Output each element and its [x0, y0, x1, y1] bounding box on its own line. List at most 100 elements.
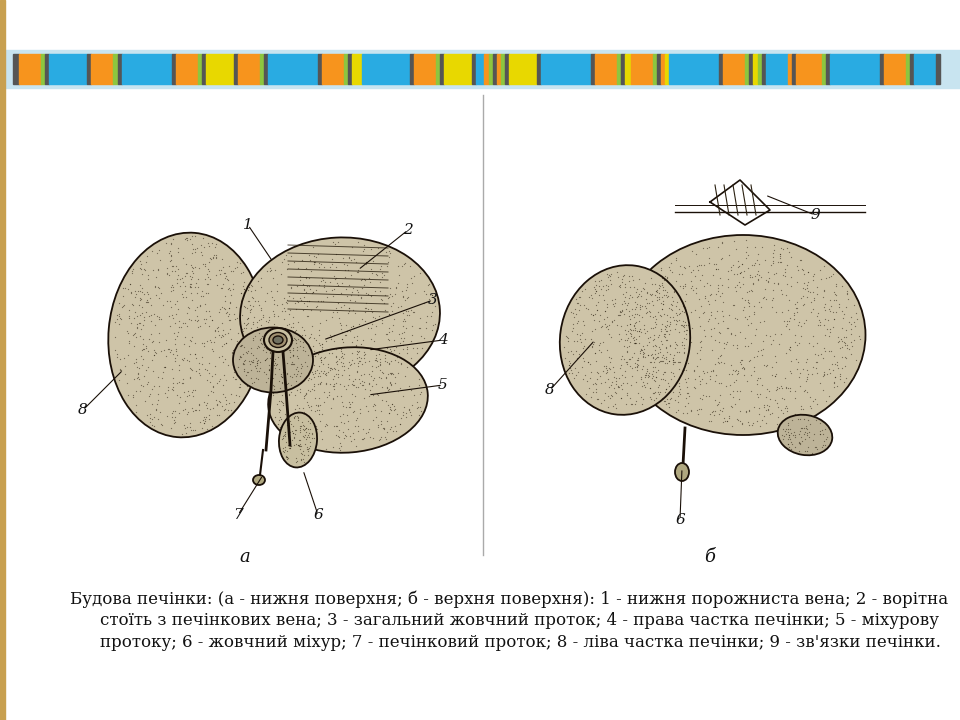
Point [150, 264, 165, 276]
Point [130, 318, 145, 330]
Point [399, 343, 415, 354]
Point [815, 428, 830, 440]
Point [222, 297, 237, 309]
Point [281, 390, 297, 401]
Point [391, 269, 406, 281]
Point [677, 325, 692, 337]
Point [154, 287, 169, 299]
Point [681, 397, 696, 408]
Point [617, 282, 633, 293]
Point [660, 325, 675, 337]
Point [666, 356, 682, 367]
Point [684, 405, 699, 416]
Point [621, 292, 636, 304]
Point [834, 363, 850, 374]
Point [781, 342, 797, 354]
Point [338, 329, 353, 341]
Point [387, 314, 402, 325]
Point [657, 353, 672, 364]
Point [257, 333, 273, 344]
Bar [910, 54, 914, 84]
Point [805, 361, 821, 373]
Point [768, 369, 783, 380]
Point [391, 277, 406, 289]
Point [787, 329, 803, 341]
Point [569, 352, 585, 364]
Point [132, 299, 147, 310]
Point [239, 380, 254, 392]
Point [357, 348, 372, 359]
Point [287, 428, 302, 440]
Point [387, 334, 402, 346]
Point [147, 420, 162, 432]
Point [183, 278, 199, 289]
Point [382, 377, 397, 388]
Point [663, 373, 679, 384]
Point [309, 423, 324, 434]
Point [377, 387, 393, 398]
Point [308, 251, 324, 262]
Bar [884, 54, 906, 84]
Point [280, 416, 296, 428]
Point [673, 388, 688, 400]
Point [244, 338, 259, 350]
Point [283, 331, 299, 343]
Point [276, 445, 291, 456]
Point [295, 341, 310, 352]
Point [652, 379, 667, 391]
Point [329, 390, 345, 402]
Point [152, 380, 167, 392]
Point [244, 365, 259, 377]
Point [335, 336, 350, 348]
Bar [661, 54, 665, 84]
Point [192, 399, 207, 410]
Point [658, 284, 673, 296]
Point [807, 348, 823, 360]
Point [611, 336, 626, 347]
Point [618, 286, 634, 297]
Point [570, 297, 586, 309]
Point [305, 368, 321, 379]
Point [805, 434, 821, 446]
Point [598, 321, 613, 333]
Point [808, 356, 824, 368]
Point [278, 372, 294, 383]
Point [275, 330, 290, 341]
Point [334, 360, 349, 372]
Point [676, 319, 691, 330]
Point [349, 366, 365, 377]
Point [373, 293, 389, 305]
Point [156, 300, 171, 311]
Point [770, 401, 785, 413]
Point [665, 295, 681, 307]
Point [151, 282, 166, 294]
Point [293, 341, 308, 352]
Point [132, 279, 147, 291]
Point [111, 318, 127, 330]
Point [735, 278, 751, 289]
Point [165, 377, 180, 389]
Point [720, 273, 735, 284]
Point [360, 426, 375, 438]
Point [384, 291, 399, 302]
Point [599, 366, 614, 378]
Point [789, 261, 804, 272]
Point [308, 301, 324, 312]
Point [614, 298, 630, 310]
Point [356, 274, 372, 285]
Point [627, 334, 642, 346]
Point [179, 390, 194, 401]
Point [346, 282, 361, 294]
Point [334, 333, 349, 345]
Point [233, 287, 249, 299]
Point [286, 439, 301, 451]
Point [344, 287, 359, 298]
Point [727, 269, 742, 280]
Point [787, 298, 803, 310]
Point [637, 301, 653, 312]
Point [177, 386, 192, 397]
Point [309, 399, 324, 410]
Point [349, 289, 365, 301]
Point [257, 295, 273, 307]
Point [218, 337, 233, 348]
